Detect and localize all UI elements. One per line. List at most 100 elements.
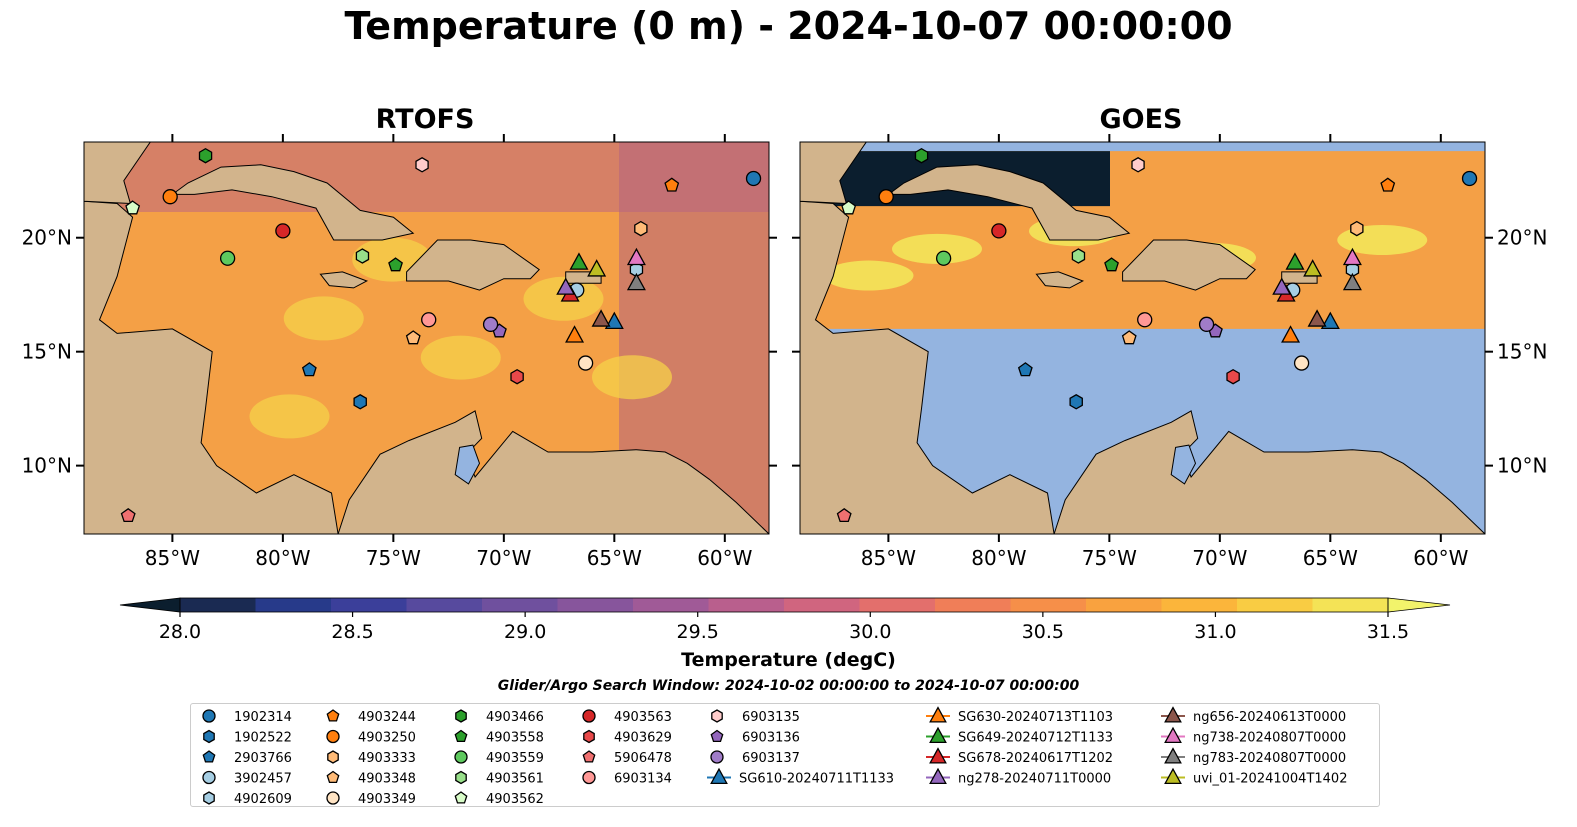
legend-label: 4902609 [234, 792, 292, 806]
legend-label: ng278-20240711T0000 [958, 772, 1111, 787]
legend-marker [326, 770, 340, 784]
marker-4903348 [405, 330, 421, 345]
colorbar-segment [1010, 598, 1087, 612]
marker-uvi_01-20241004T1402 [1303, 259, 1323, 277]
legend-marker [710, 750, 724, 764]
colorbar-segment [708, 598, 785, 612]
colorbar-segment [557, 598, 634, 612]
marker-ng738-20240807T0000 [626, 247, 646, 266]
legend-marker [454, 750, 468, 764]
marker-6903137 [1198, 316, 1215, 332]
legend-marker [202, 770, 216, 785]
marker-4903561 [355, 248, 370, 264]
legend-marker [326, 729, 340, 744]
colorbar-tick-label: 31.5 [1367, 621, 1409, 643]
colorbar-segment [1086, 598, 1162, 612]
marker-4903333 [634, 220, 648, 237]
land-cuba [170, 164, 415, 241]
marker-SG649-20240712T1133 [1285, 252, 1305, 270]
legend-label: SG630-20240713T1103 [958, 710, 1113, 725]
legend-marker [582, 709, 596, 723]
legend-label: SG610-20240711T1133 [739, 772, 894, 787]
legend-label: 4903466 [486, 710, 544, 725]
colorbar-frame [179, 597, 1389, 613]
marker-4903244 [664, 177, 680, 192]
legend-label: 4903349 [358, 792, 416, 806]
marker-4903333 [1350, 220, 1364, 237]
marker-SG610-20240711T1133 [604, 311, 624, 329]
land-yucatanTop [84, 142, 151, 205]
map-frame [83, 141, 770, 535]
lon-tick-label: 75°W [366, 546, 421, 570]
legend-marker [929, 726, 947, 743]
lon-tick-label: 70°W [1192, 546, 1247, 570]
marker-4903629 [1226, 368, 1240, 385]
legend-marker [929, 747, 947, 764]
lat-tick-label: 20°N [1497, 226, 1547, 250]
lake-maracaibo [1170, 444, 1197, 485]
legend-marker [1164, 726, 1182, 743]
marker-6903134 [1137, 312, 1153, 328]
legend-label: 6903134 [614, 772, 672, 787]
legend-marker [203, 729, 215, 744]
marker-6903137 [482, 316, 499, 332]
legend-label: 5906478 [614, 751, 672, 766]
marker-ng656-20240613T0000 [591, 309, 611, 327]
legend-label: 6903137 [742, 751, 800, 766]
legend-label: SG678-20240617T1202 [958, 751, 1113, 766]
lon-tick-label: 65°W [587, 546, 642, 570]
colorbar-tick-label: 29.0 [504, 621, 546, 643]
marker-1902314 [1461, 170, 1478, 187]
lon-tick-label: 80°W [255, 546, 310, 570]
marker-4903348 [1121, 330, 1137, 345]
legend-marker [583, 729, 595, 744]
colorbar-tick-label: 31.0 [1194, 621, 1236, 643]
marker-4903629 [510, 368, 524, 385]
land-southAmerica [1053, 410, 1485, 534]
legend-marker [929, 706, 947, 723]
lon-tick-label: 60°W [697, 546, 752, 570]
marker-1902314 [745, 170, 762, 187]
lon-tick-label: 60°W [1413, 546, 1468, 570]
legend-marker [454, 791, 468, 804]
legend-marker [202, 750, 216, 763]
lake-maracaibo [454, 444, 481, 485]
lat-tick-label: 15°N [1497, 340, 1547, 364]
goes-warm-patch [823, 260, 914, 291]
legend-marker [710, 729, 724, 743]
marker-4903561 [1071, 248, 1086, 264]
figure-title: Temperature (0 m) - 2024-10-07 00:00:00 [344, 4, 1233, 48]
land-centralAmerica [800, 200, 1055, 534]
legend-marker [455, 709, 467, 723]
marker-4903349 [577, 355, 594, 371]
legend-label: 6903136 [742, 731, 800, 746]
legend-marker [582, 770, 596, 785]
map-panel-rtofs: 85°W 80°W 75°W 70°W 65°W 60°W 20°N 15°N 10°N [22, 134, 777, 570]
legend-label: SG649-20240712T1133 [958, 731, 1113, 746]
legend-label: 4903562 [486, 792, 544, 806]
legend-label: 4903563 [614, 710, 672, 725]
legend-label: 4903333 [358, 751, 416, 766]
marker-4903559 [219, 250, 236, 266]
legend-marker [326, 709, 340, 722]
lat-tick-label: 20°N [22, 226, 72, 250]
legend-marker [454, 729, 468, 743]
legend-marker [326, 791, 340, 805]
colorbar-extend-high [1387, 597, 1451, 613]
legend-label: 1902314 [234, 710, 292, 725]
goes-warm-patch [892, 233, 982, 264]
legend-label: 4903250 [358, 731, 416, 746]
legend-marker [929, 767, 947, 784]
marker-4903250 [162, 189, 178, 205]
legend-label: 3902457 [234, 772, 292, 787]
legend-marker [203, 791, 215, 805]
legend-marker [455, 770, 467, 785]
colorbar-segment [255, 598, 332, 612]
colorbar-segment [482, 598, 558, 612]
legend-marker [711, 709, 723, 723]
marker-ng656-20240613T0000 [1307, 309, 1327, 327]
legend-label: 1902522 [234, 731, 292, 746]
legend-marker [327, 750, 339, 764]
marker-6903134 [421, 312, 437, 328]
colorbar-segment [406, 598, 483, 612]
